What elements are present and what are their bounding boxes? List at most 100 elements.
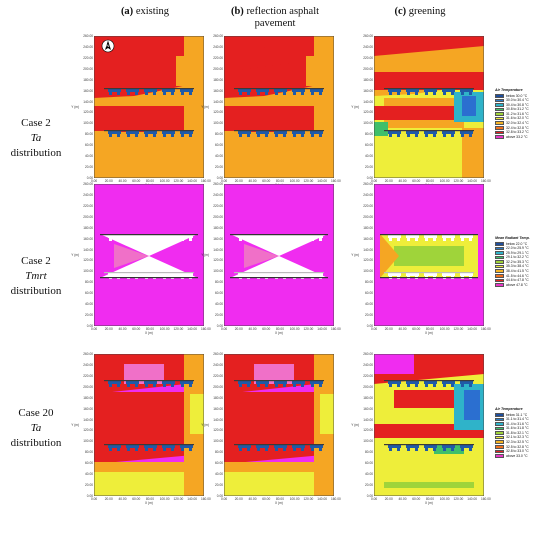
x-tick-label: 160.00 (481, 179, 491, 183)
legend-item: 32.1 to 32.3 °C (495, 435, 545, 440)
field-region (434, 444, 464, 454)
building-block (406, 444, 419, 448)
building-block (135, 134, 138, 137)
y-tick-label: 60.00 (365, 143, 373, 148)
building-edge (104, 380, 194, 382)
simulation-map-panel (374, 354, 484, 496)
building-block (265, 92, 268, 95)
building-block (144, 88, 157, 92)
y-tick-label: 100.00 (213, 121, 223, 126)
legend-swatch (495, 135, 504, 139)
building-block (109, 238, 112, 241)
x-tick-label: 60.00 (412, 179, 421, 183)
plot-frame (94, 354, 204, 496)
field-region (244, 114, 284, 132)
field-region (114, 114, 154, 132)
x-tick-label: 0.00 (371, 179, 378, 183)
legend-item: above 33.2 °C (495, 135, 545, 140)
building-block (109, 92, 112, 95)
building-block (310, 444, 323, 448)
building-block (127, 448, 130, 451)
x-tick-label: 80.00 (426, 327, 434, 331)
legend-label: below 30.0 °C (506, 93, 528, 98)
x-tick-label: 0.00 (371, 327, 378, 331)
y-axis-title: Y (m) (71, 253, 79, 257)
y-axis-title: Y (m) (351, 253, 359, 257)
x-tick-label: 160.00 (481, 327, 491, 331)
y-tick-label: 60.00 (365, 291, 373, 296)
y-tick-label: 160.00 (83, 88, 93, 93)
building-block (144, 130, 157, 134)
plot-frame (374, 184, 484, 326)
y-tick-label: 240.00 (363, 362, 373, 367)
legend-swatch (495, 107, 504, 112)
legend-item: below 31.1 °C (495, 412, 545, 417)
legend-item: 32.3 to 32.5 °C (495, 440, 545, 445)
building-block (108, 234, 121, 238)
building-block (283, 92, 286, 95)
x-tick-label: 100.00 (289, 179, 300, 183)
x-tick-label: 120.00 (303, 179, 314, 183)
building-block (135, 384, 138, 387)
field-region (462, 96, 476, 116)
x-tick-label: 100.00 (439, 497, 450, 501)
building-block (180, 380, 193, 384)
building-block (238, 444, 251, 448)
plot-frame (94, 184, 204, 326)
legend-label: 32.3 to 32.5 °C (506, 440, 529, 445)
y-axis-title: Y (m) (71, 105, 79, 109)
field-region (124, 364, 164, 384)
y-tick-label: 140.00 (83, 99, 93, 104)
legend-label: 31.8 to 32.1 °C (506, 430, 529, 435)
column-text: greening (408, 6, 446, 17)
column-letter: (a) (120, 6, 134, 17)
y-tick-label: 180.00 (363, 225, 373, 230)
temperature-field-map: N (94, 36, 204, 178)
building-block (256, 444, 269, 448)
x-tick-label: 20.00 (384, 179, 393, 183)
legend-swatch (495, 435, 504, 440)
building-block (442, 380, 455, 384)
y-tick-label: 140.00 (213, 99, 223, 104)
building-edge (384, 272, 474, 274)
building-block (424, 380, 437, 384)
y-tick-label: 20.00 (85, 313, 93, 318)
x-tick-label: 120.00 (173, 497, 184, 501)
x-tick-label: 40.00 (398, 497, 407, 501)
x-tick-label: 40.00 (118, 327, 127, 331)
building-block (189, 384, 192, 387)
y-tick-label: 200.00 (83, 384, 93, 389)
building-block (257, 92, 260, 95)
y-tick-label: 0.00 (216, 176, 223, 180)
y-tick-label: 220.00 (213, 203, 223, 208)
simulation-map-panel (94, 184, 204, 326)
legend-swatch (495, 269, 504, 274)
y-axis-title: Y (m) (201, 423, 209, 427)
x-tick-label: 100.00 (439, 327, 450, 331)
building-block (293, 134, 296, 137)
legend-item: 30.4 to 30.8 °C (495, 103, 545, 108)
x-tick-label: 60.00 (132, 497, 141, 501)
x-tick-label: 160.00 (331, 179, 341, 183)
y-tick-label: 260.00 (213, 34, 223, 38)
building-block (117, 238, 120, 241)
x-tick-label: 60.00 (132, 327, 141, 331)
legend-label: 25.9 to 29.1 °C (506, 250, 529, 255)
y-tick-label: 80.00 (215, 450, 223, 455)
building-block (388, 272, 401, 276)
north-label: N (107, 43, 110, 48)
x-tick-label: 20.00 (104, 497, 113, 501)
building-block (117, 92, 120, 95)
legend-swatch (495, 412, 504, 417)
legend-item: 31.6 to 32.0 °C (495, 116, 545, 121)
y-tick-label: 200.00 (213, 214, 223, 219)
building-block (153, 448, 156, 451)
building-block (397, 134, 400, 137)
building-block (181, 238, 184, 241)
row-label-1: Case 2 Ta distribution (0, 116, 72, 161)
field-region (374, 454, 484, 484)
y-tick-label: 20.00 (215, 483, 223, 488)
building-block (265, 238, 268, 241)
x-tick-label: 120.00 (173, 179, 184, 183)
x-tick-label: 80.00 (146, 327, 154, 331)
